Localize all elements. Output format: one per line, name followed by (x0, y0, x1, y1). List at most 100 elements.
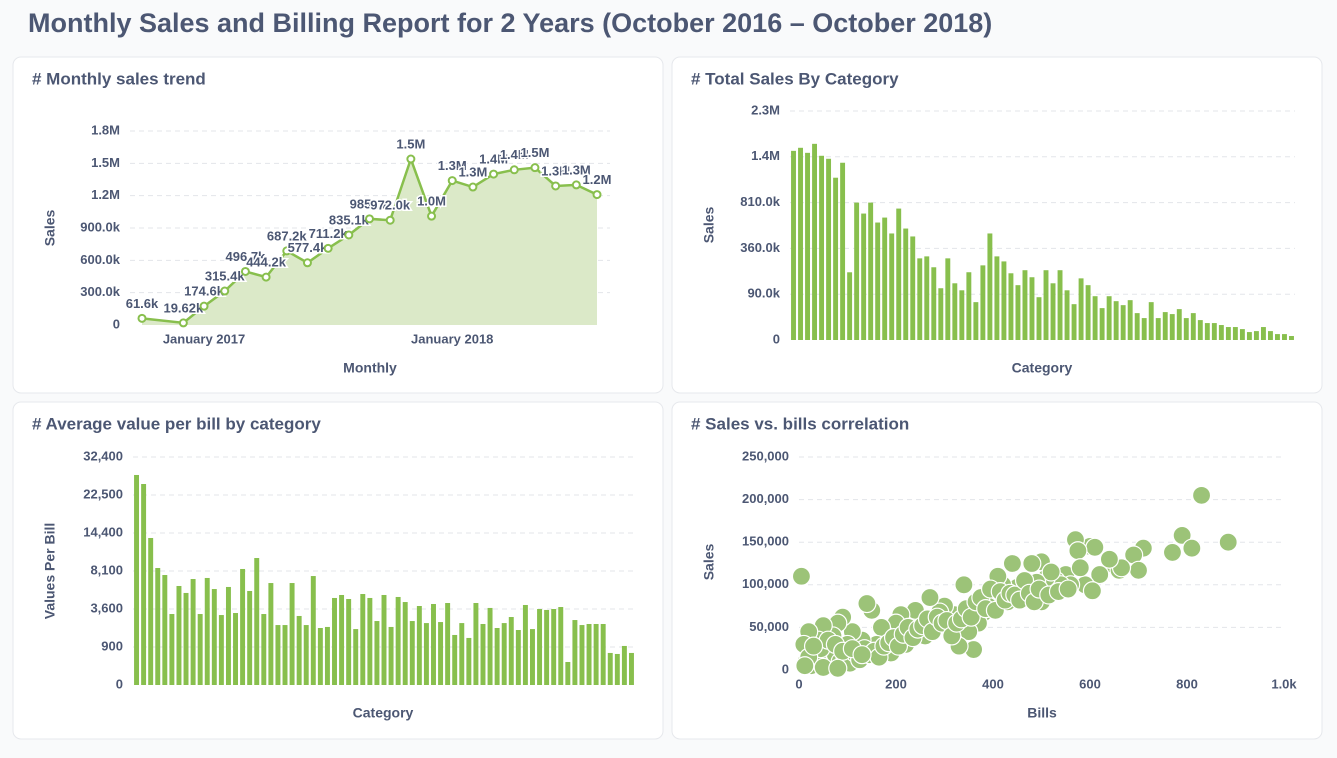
data-label: 985.0k (350, 196, 391, 211)
data-label: 835.1k (329, 212, 370, 227)
bar (1267, 331, 1273, 340)
bar (980, 265, 986, 340)
bar (586, 623, 592, 685)
y-tick-label: 600.0k (80, 252, 121, 267)
bar (966, 272, 972, 340)
bar (452, 634, 458, 685)
point (592, 190, 602, 200)
bar (1036, 297, 1042, 340)
bar (882, 217, 888, 340)
page-title: Monthly Sales and Billing Report for 2 Y… (28, 8, 992, 38)
point (365, 214, 374, 224)
bar (544, 609, 550, 685)
bar (1155, 318, 1161, 340)
data-label: 19.62k (163, 300, 204, 315)
bar (494, 628, 500, 685)
point (468, 182, 478, 192)
point (240, 266, 250, 276)
bar (1275, 334, 1280, 340)
bar (1085, 285, 1091, 340)
bar (1232, 327, 1238, 340)
bar (903, 228, 909, 340)
data-label: 61.6k (126, 296, 159, 311)
bar (409, 621, 415, 685)
bar (572, 620, 578, 685)
point (1068, 541, 1088, 561)
bar (565, 661, 571, 685)
bar (847, 272, 853, 340)
data-label: 1.2M (583, 172, 612, 187)
bar (388, 626, 394, 685)
point (530, 163, 540, 173)
x-tick-label: January 2018 (411, 331, 493, 346)
bar (303, 625, 309, 685)
point (220, 286, 230, 296)
bar (1190, 313, 1196, 340)
bar (819, 155, 825, 340)
y-tick-label: 2.3M (751, 102, 780, 117)
bar (1282, 334, 1287, 340)
bar (1260, 327, 1266, 340)
data-label: 687.2k (267, 228, 308, 243)
x-tick-label: 400 (982, 676, 1004, 691)
y-tick-label: 22,500 (83, 486, 123, 501)
bar (1043, 270, 1049, 340)
bar (240, 568, 246, 685)
data-label: 1.3M (458, 164, 487, 179)
x-tick-label: January 2017 (163, 331, 245, 346)
y-tick-label: 0 (113, 316, 120, 331)
data-label: 1.4M (479, 152, 508, 167)
bar (558, 607, 564, 685)
point (447, 176, 457, 186)
bar (1141, 318, 1147, 340)
bar (141, 484, 147, 685)
bar (268, 583, 274, 685)
point (385, 215, 395, 225)
bar (487, 607, 493, 685)
bar (628, 652, 634, 685)
data-label: 496.7k (226, 249, 267, 264)
bar (176, 585, 182, 685)
bar (289, 583, 295, 685)
bar (1289, 336, 1294, 340)
bar (952, 283, 958, 340)
point (1082, 581, 1103, 601)
bar (317, 628, 323, 685)
bar (1197, 320, 1203, 340)
point (1218, 532, 1238, 552)
card-title: # Total Sales By Category (691, 69, 899, 88)
y-tick-label: 900.0k (80, 219, 121, 234)
bar (1148, 302, 1154, 340)
bar (1176, 309, 1182, 340)
data-label: 174.6k (184, 284, 225, 299)
point (920, 587, 940, 608)
point (406, 154, 416, 164)
y-tick-label: 250,000 (742, 448, 789, 463)
bar (861, 213, 867, 340)
point (795, 656, 815, 676)
card-title: # Sales vs. bills correlation (691, 414, 909, 433)
card-title: # Monthly sales trend (32, 69, 206, 88)
bar (431, 603, 436, 685)
point (1041, 562, 1061, 582)
data-label: 1.5M (521, 145, 550, 160)
y-tick-label: 1.5M (91, 155, 120, 170)
bar (621, 645, 627, 685)
bar (339, 594, 345, 685)
data-label: 1.5M (396, 136, 425, 151)
bar (791, 150, 796, 340)
point (1172, 525, 1192, 545)
bar (973, 302, 979, 340)
bar (987, 233, 993, 340)
bar (473, 603, 479, 685)
bar (579, 625, 585, 685)
bar (381, 594, 387, 685)
point (1090, 564, 1110, 585)
y-tick-label: 0 (773, 331, 780, 346)
bar (938, 288, 944, 340)
bar (360, 594, 366, 685)
bar (1162, 312, 1168, 340)
y-tick-label: 8,100 (90, 562, 123, 577)
point (344, 230, 354, 240)
